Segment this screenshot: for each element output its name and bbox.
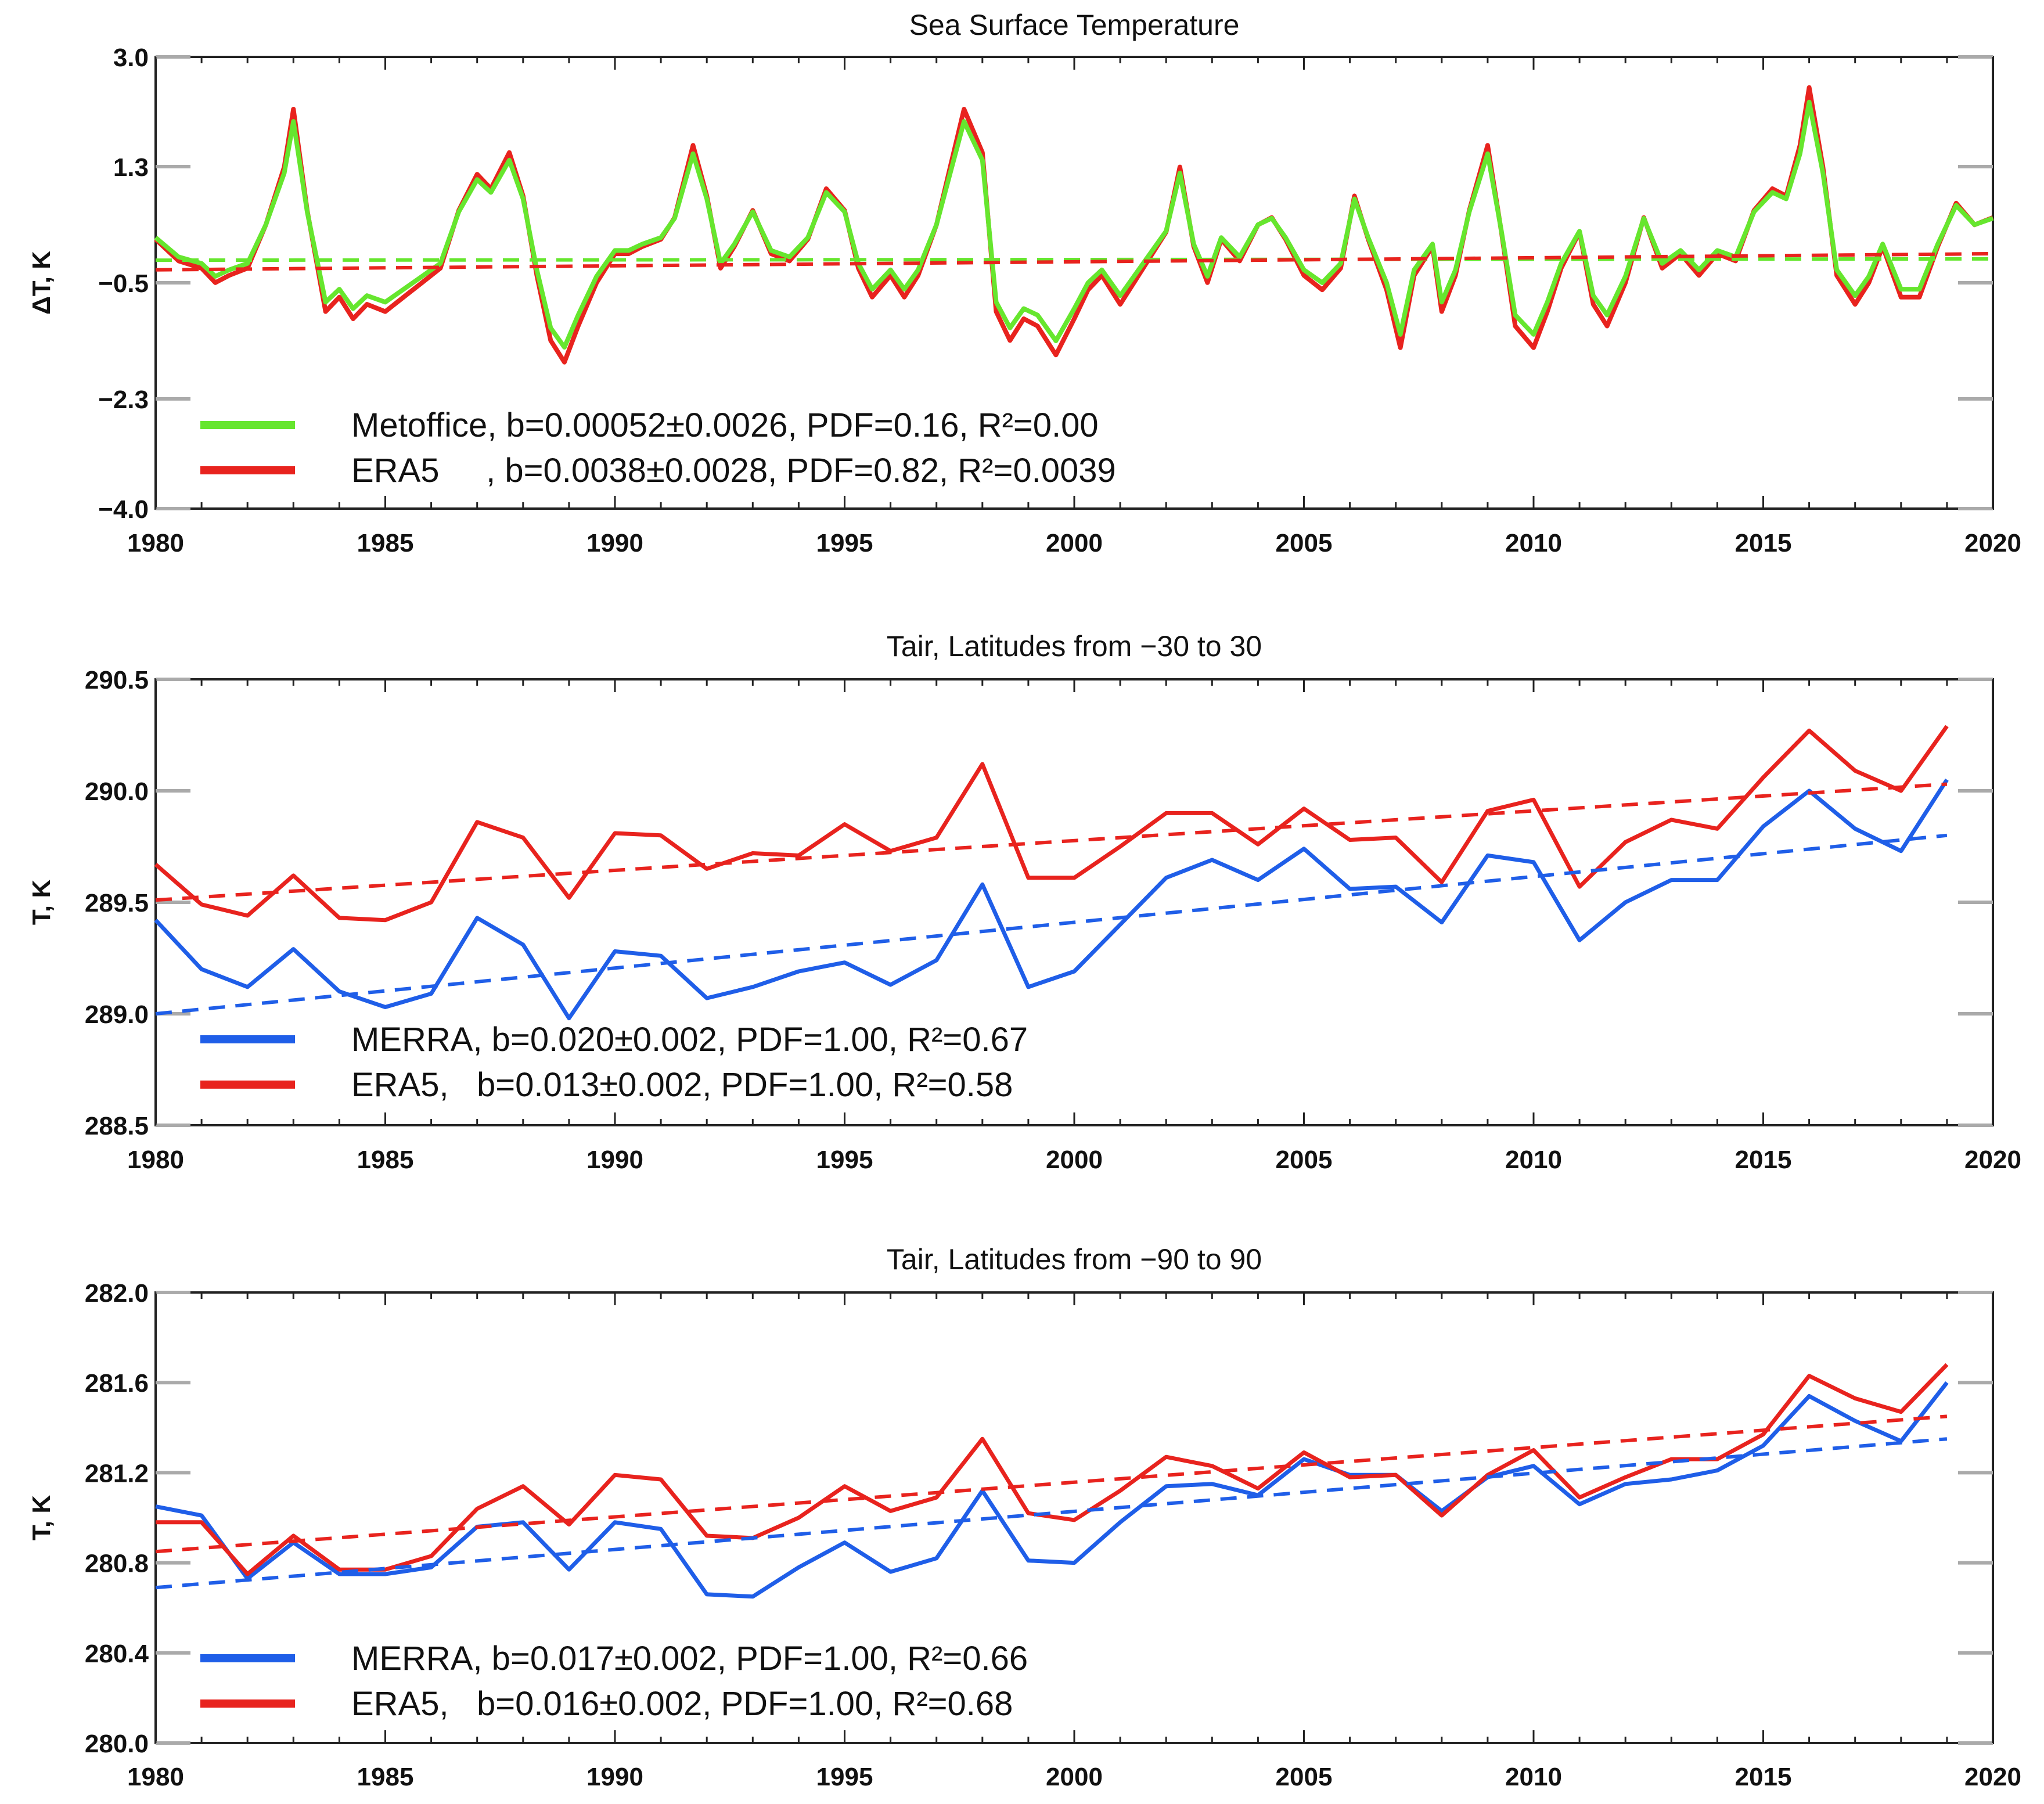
p1-title: Sea Surface Temperature (909, 9, 1240, 41)
p1-xtick-label: 2000 (1046, 529, 1103, 557)
p2-ytick-label: 290.5 (85, 666, 149, 694)
p3-ytick-label: 282.0 (85, 1279, 149, 1308)
p3-xtick-label: 2005 (1276, 1763, 1333, 1791)
p1-ytick-label: −0.5 (98, 269, 149, 298)
p1-era5-trend-line (155, 251, 1993, 272)
p2-xtick-label: 2005 (1276, 1146, 1333, 1174)
p2-xtick-label: 2000 (1046, 1146, 1103, 1174)
p2-xtick-label: 1980 (127, 1146, 184, 1174)
p3-ytick-label: 280.8 (85, 1550, 149, 1578)
p2-legend-era5-label: ERA5, b=0.013±0.002, PDF=1.00, R²=0.58 (351, 1066, 1013, 1104)
p2-era5-trend-line (155, 782, 1948, 902)
p3-merra-trend-line (155, 1437, 1948, 1590)
p2-xtick-label: 2015 (1735, 1146, 1792, 1174)
p3-merra-series-line (155, 1381, 1949, 1599)
p2-xtick-label: 1995 (816, 1146, 873, 1174)
p2-merra-series-line (154, 778, 1949, 1021)
p1-era5-series-line (154, 85, 1994, 365)
p1-metoffice-series-line (154, 99, 1994, 350)
p1-xtick-label: 1990 (586, 529, 643, 557)
p1-ytick-label: −2.3 (98, 386, 149, 414)
p3-xtick-label: 1995 (816, 1763, 873, 1791)
p2-xtick-label: 1985 (357, 1146, 414, 1174)
p3-legend-merra-label: MERRA, b=0.017±0.002, PDF=1.00, R²=0.66 (351, 1640, 1028, 1677)
p3-xtick-label: 1990 (586, 1763, 643, 1791)
p2-ytick-label: 289.5 (85, 889, 149, 917)
p3-era5-trend-line (155, 1414, 1948, 1554)
p2-merra-trend-line (155, 833, 1948, 1016)
p1-xtick-label: 2020 (1964, 529, 2021, 557)
p3-xtick-label: 1985 (357, 1763, 414, 1791)
p1-legend-metoffice-label: Metoffice, b=0.00052±0.0026, PDF=0.16, R… (351, 406, 1099, 444)
p2-ytick-label: 289.0 (85, 1000, 149, 1029)
p2-xtick-label: 2010 (1505, 1146, 1562, 1174)
p2-legend-merra-label: MERRA, b=0.020±0.002, PDF=1.00, R²=0.67 (351, 1021, 1028, 1058)
p1-xtick-label: 2005 (1276, 529, 1333, 557)
p3-xtick-label: 2000 (1046, 1763, 1103, 1791)
p3-title: Tair, Latitudes from −90 to 90 (887, 1243, 1262, 1276)
p3-era5-series-line (156, 1363, 1949, 1576)
p1-ytick-label: 3.0 (113, 44, 149, 72)
p1-xtick-label: 2010 (1505, 529, 1562, 557)
p3-xtick-label: 2015 (1735, 1763, 1792, 1791)
p1-xtick-label: 1980 (127, 529, 184, 557)
p1-y-axis-label: ΔT, K (27, 251, 56, 315)
p1-xtick-label: 2015 (1735, 529, 1792, 557)
p3-ytick-label: 280.4 (85, 1640, 149, 1668)
p1-metoffice-trend-line (155, 257, 1993, 262)
p1-ytick-label: 1.3 (113, 153, 149, 182)
p1-ytick-label: −4.0 (98, 495, 149, 524)
p3-y-axis-label: T, K (27, 1495, 56, 1540)
p1-legend-era5-label: ERA5 , b=0.0038±0.0028, PDF=0.82, R²=0.0… (351, 452, 1116, 489)
p2-y-axis-label: T, K (27, 880, 56, 925)
p2-ytick-label: 288.5 (85, 1112, 149, 1140)
p2-xtick-label: 2020 (1964, 1146, 2021, 1174)
p3-xtick-label: 1980 (127, 1763, 184, 1791)
p1-xtick-label: 1985 (357, 529, 414, 557)
p3-ytick-label: 280.0 (85, 1730, 149, 1758)
p3-xtick-label: 2020 (1964, 1763, 2021, 1791)
p1-xtick-label: 1995 (816, 529, 873, 557)
p3-ytick-label: 281.2 (85, 1459, 149, 1488)
p2-xtick-label: 1990 (586, 1146, 643, 1174)
p2-ytick-label: 290.0 (85, 777, 149, 806)
p2-era5-series-line (154, 725, 1949, 923)
p3-ytick-label: 281.6 (85, 1369, 149, 1398)
p3-legend-era5-label: ERA5, b=0.016±0.002, PDF=1.00, R²=0.68 (351, 1685, 1013, 1723)
p3-xtick-label: 2010 (1505, 1763, 1562, 1791)
p2-title: Tair, Latitudes from −30 to 30 (887, 630, 1262, 662)
